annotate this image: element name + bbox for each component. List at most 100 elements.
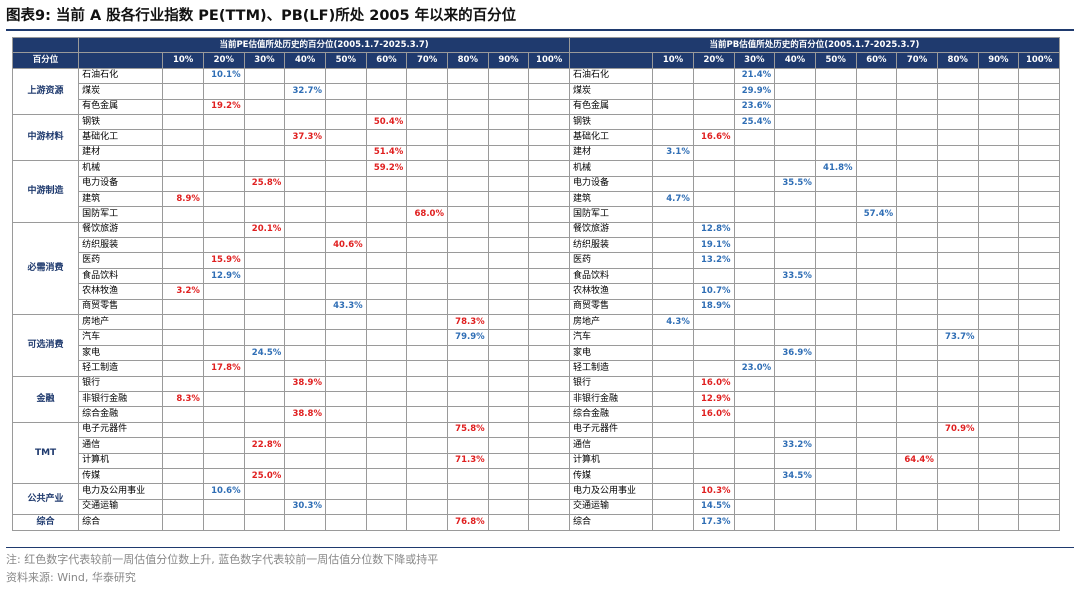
pb-industry-name: 纺织服装 (569, 237, 654, 254)
pb-empty-cell (814, 252, 857, 269)
pe-percentile-value: 8.9% (162, 190, 204, 208)
pb-empty-cell (896, 283, 938, 300)
pb-empty-cell (652, 452, 694, 469)
pb-empty-cell (733, 237, 776, 254)
pb-empty-cell (652, 498, 694, 516)
pb-empty-cell (1018, 83, 1060, 100)
pb-empty-cell (774, 129, 816, 146)
pb-percentile-value: 17.3% (692, 514, 735, 531)
pb-empty-cell (855, 467, 898, 485)
pb-empty-cell (692, 329, 735, 346)
table-row: 有色金属 19.2% 有色金属 23.6% (13, 98, 1060, 115)
pe-empty-cell (284, 452, 326, 469)
pe-percentile-value: 79.9% (446, 329, 489, 346)
pe-empty-cell (487, 498, 530, 516)
pe-percentile-value: 19.2% (202, 98, 245, 115)
pe-percentile-col-header: 40% (284, 52, 326, 69)
pe-empty-cell (406, 483, 448, 500)
pe-empty-cell (487, 83, 530, 100)
pe-empty-cell (406, 237, 448, 254)
pb-industry-name: 医药 (569, 252, 654, 269)
pe-percentile-value: 40.6% (324, 237, 367, 254)
pe-empty-cell (528, 437, 571, 454)
pb-empty-cell (692, 314, 735, 331)
pe-empty-cell (446, 498, 489, 516)
pe-empty-cell (487, 237, 530, 254)
group-label: 综合 (11, 514, 80, 531)
pb-empty-cell (1018, 514, 1060, 531)
pe-empty-cell (202, 113, 245, 131)
pe-percentile-value: 75.8% (446, 421, 489, 439)
pe-empty-cell (324, 144, 367, 162)
table-row: 计算机 71.3% 计算机 64.4% (13, 452, 1060, 469)
pe-empty-cell (365, 452, 408, 469)
pe-empty-cell (487, 298, 530, 316)
pe-industry-name: 计算机 (78, 452, 164, 469)
pe-empty-cell (162, 298, 204, 316)
pb-empty-cell (774, 283, 816, 300)
pb-industry-name: 非银行金融 (569, 390, 654, 408)
pe-empty-cell (162, 467, 204, 485)
pb-empty-cell (896, 498, 938, 516)
pe-empty-cell (406, 298, 448, 316)
table-row: 可选消费 房地产 78.3% 房地产 4.3% (11, 314, 1060, 377)
pe-empty-cell (487, 113, 530, 131)
pe-industry-name: 钢铁 (78, 113, 164, 131)
color-legend-note: 注: 红色数字代表较前一周估值分位数上升, 蓝色数字代表较前一周估值分位数下降或… (6, 553, 439, 566)
pb-empty-cell (814, 452, 857, 469)
pb-empty-cell (1018, 406, 1060, 423)
pb-empty-cell (896, 375, 938, 392)
pe-empty-cell (528, 314, 571, 331)
pb-empty-cell (814, 314, 857, 331)
pb-empty-cell (814, 298, 857, 316)
pb-empty-cell (936, 437, 979, 454)
pe-empty-cell (284, 283, 326, 300)
pb-empty-cell (692, 206, 735, 223)
pe-empty-cell (324, 329, 367, 346)
pb-empty-cell (1018, 221, 1060, 239)
pb-empty-cell (652, 98, 694, 115)
pe-empty-cell (487, 67, 530, 85)
pb-empty-cell (896, 344, 938, 362)
pb-empty-cell (774, 498, 816, 516)
pb-empty-cell (733, 129, 776, 146)
pb-percentile-col-header: 20% (692, 52, 735, 69)
pb-empty-cell (855, 283, 898, 300)
pb-percentile-value: 33.2% (774, 437, 816, 454)
pb-empty-cell (896, 175, 938, 192)
pe-empty-cell (528, 160, 571, 177)
pb-empty-cell (936, 452, 979, 469)
pb-empty-cell (977, 298, 1020, 316)
pe-empty-cell (324, 129, 367, 146)
pe-empty-cell (365, 375, 408, 392)
pe-empty-cell (446, 344, 489, 362)
pe-empty-cell (365, 267, 408, 285)
pe-empty-cell (528, 283, 571, 300)
pb-percentile-col-header: 30% (733, 52, 776, 69)
pb-empty-cell (814, 129, 857, 146)
pe-empty-cell (406, 467, 448, 485)
pb-empty-cell (977, 390, 1020, 408)
pe-empty-cell (243, 67, 286, 85)
pe-percentile-value: 20.1% (243, 221, 286, 239)
footer-divider (6, 547, 1074, 548)
pe-empty-cell (487, 390, 530, 408)
pb-empty-cell (936, 175, 979, 192)
pe-empty-cell (487, 98, 530, 115)
pb-empty-cell (733, 452, 776, 469)
pe-empty-cell (406, 390, 448, 408)
pb-empty-cell (896, 67, 938, 85)
pe-empty-cell (528, 298, 571, 316)
pe-empty-cell (446, 360, 489, 377)
pe-empty-cell (365, 498, 408, 516)
pb-empty-cell (774, 67, 816, 85)
pe-empty-cell (284, 160, 326, 177)
pb-percentile-col-header: 100% (1018, 52, 1060, 69)
pb-empty-cell (774, 390, 816, 408)
pb-empty-cell (896, 83, 938, 100)
pb-empty-cell (936, 113, 979, 131)
pb-empty-cell (896, 113, 938, 131)
pe-empty-cell (202, 206, 245, 223)
pe-industry-name: 建材 (78, 144, 164, 162)
pb-empty-cell (855, 113, 898, 131)
